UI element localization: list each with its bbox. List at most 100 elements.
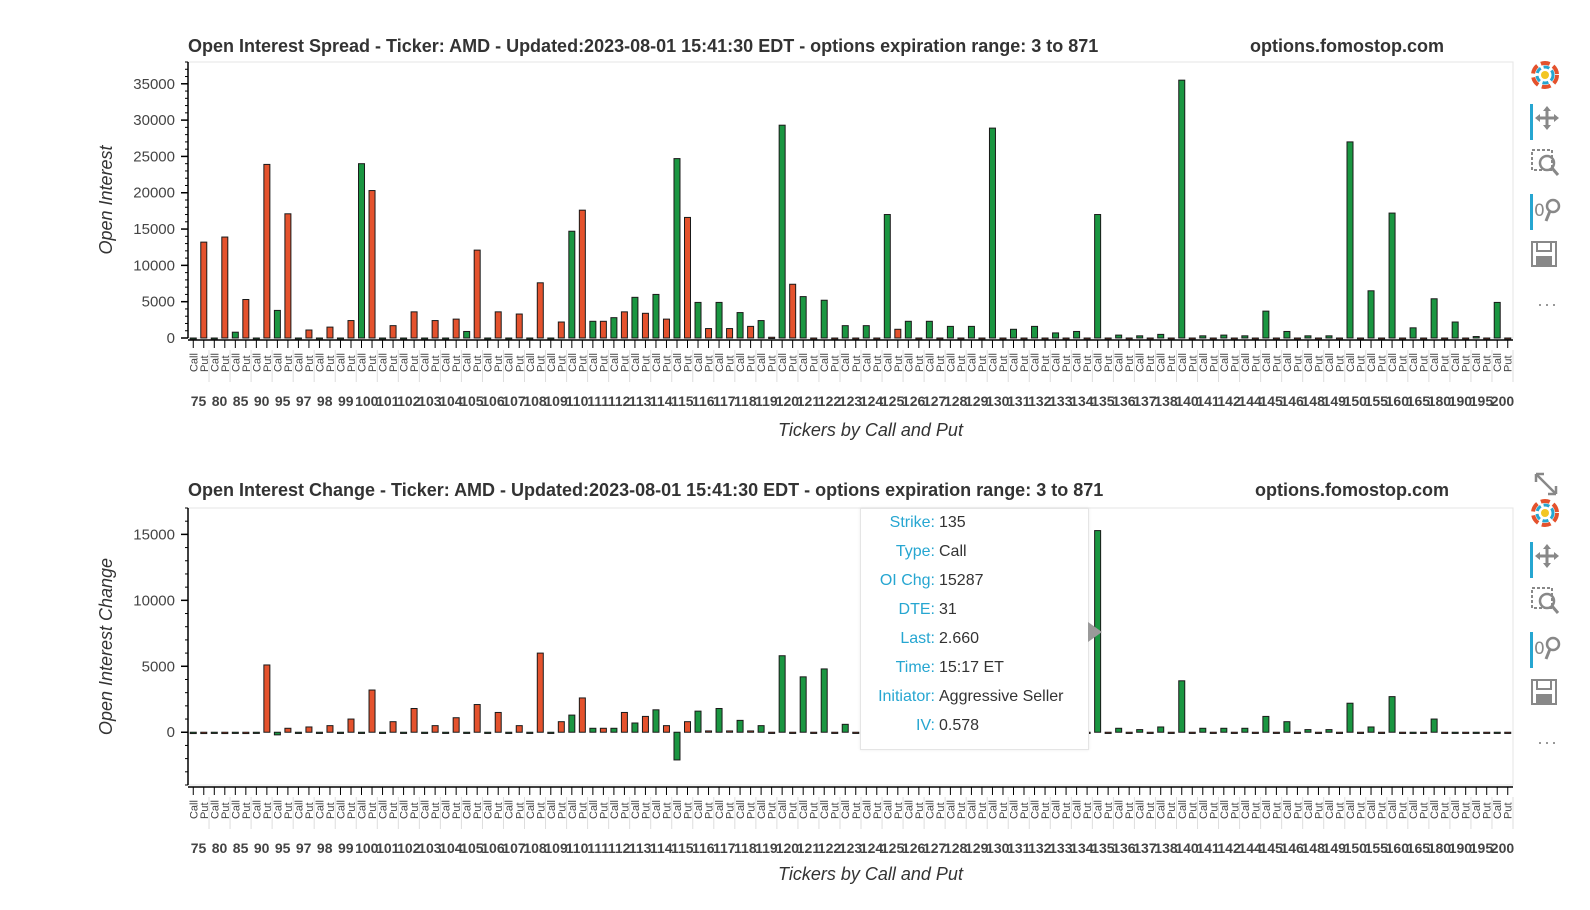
bokeh-logo-icon[interactable]: [1530, 498, 1566, 534]
bar-put: [1125, 731, 1133, 734]
x-sub-label: Put: [220, 802, 232, 819]
x-sub-label: Call: [1008, 353, 1020, 372]
bar-put: [452, 717, 460, 733]
expand-icon[interactable]: [1532, 470, 1560, 498]
x-sub-label: Put: [556, 802, 568, 819]
bar-put: [957, 337, 965, 340]
x-sub-label: Call: [378, 353, 390, 372]
x-sub-label: Call: [251, 800, 263, 819]
tooltip-row-last: Last: 2.660: [861, 627, 1088, 651]
bar-call: [421, 337, 429, 340]
x-sub-label: Put: [1334, 802, 1346, 819]
bar-call: [904, 320, 912, 339]
chart-title: Open Interest Spread - Ticker: AMD - Upd…: [188, 36, 1098, 56]
x-sub-label: Call: [987, 353, 999, 372]
x-category-label: 85: [233, 840, 249, 856]
x-sub-label: Call: [483, 353, 495, 372]
wheel-zoom-icon[interactable]: 0: [1530, 194, 1569, 230]
x-sub-label: Call: [1492, 800, 1504, 819]
tooltip-row-time: Time: 15:17 ET: [861, 656, 1088, 680]
bar-put: [284, 213, 292, 339]
x-category-label: 99: [338, 393, 354, 409]
bar-call: [400, 731, 408, 734]
tooltip-value: 31: [939, 601, 957, 618]
x-category-label: 107: [502, 840, 526, 856]
bar-call: [315, 337, 323, 340]
bar-put: [1104, 731, 1112, 734]
more-tools-icon[interactable]: ...: [1537, 289, 1559, 310]
x-category-label: 110: [566, 393, 589, 409]
bar-put: [1399, 731, 1407, 734]
bar-put: [1504, 731, 1512, 734]
x-category-label: 107: [502, 393, 526, 409]
x-sub-label: Put: [1082, 355, 1094, 372]
x-sub-label: Put: [1377, 802, 1389, 819]
bar-call: [189, 337, 197, 340]
bar-put: [705, 328, 713, 339]
x-sub-label: Call: [357, 800, 369, 819]
bar-put: [726, 730, 734, 733]
bar-put: [1314, 337, 1322, 340]
x-sub-label: Call: [966, 800, 978, 819]
x-sub-label: Call: [546, 800, 558, 819]
x-category-label: 121: [797, 393, 821, 409]
x-category-label: 133: [1049, 393, 1073, 409]
x-sub-label: Call: [420, 800, 432, 819]
pan-tool-icon[interactable]: [1530, 542, 1569, 578]
more-tools-icon[interactable]: ...: [1537, 727, 1559, 748]
x-sub-label: Call: [714, 800, 726, 819]
bar-call: [505, 731, 513, 734]
x-sub-label: Put: [1208, 802, 1220, 819]
x-sub-label: Call: [882, 800, 894, 819]
y-tick-label: 0: [167, 330, 175, 347]
bar-call: [1009, 328, 1017, 339]
x-category-label: 118: [734, 840, 757, 856]
x-sub-label: Put: [1019, 802, 1031, 819]
x-sub-label: Put: [1166, 802, 1178, 819]
bar-put: [1357, 337, 1365, 340]
box-zoom-icon[interactable]: [1530, 148, 1566, 184]
x-sub-label: Put: [914, 802, 926, 819]
bar-call: [1325, 729, 1333, 733]
x-sub-label: Call: [1450, 800, 1462, 819]
tooltip-value: 15:17 ET: [939, 659, 1004, 676]
save-icon[interactable]: [1530, 678, 1566, 714]
x-sub-label: Put: [704, 802, 716, 819]
bar-put: [389, 721, 397, 733]
x-sub-label: Call: [1471, 800, 1483, 819]
bar-put: [1188, 337, 1196, 340]
x-sub-label: Put: [977, 355, 989, 372]
x-sub-label: Call: [1324, 353, 1336, 372]
box-zoom-icon[interactable]: [1530, 586, 1566, 622]
bokeh-logo-icon[interactable]: [1530, 60, 1566, 96]
x-sub-label: Put: [1482, 802, 1494, 819]
save-icon[interactable]: [1530, 240, 1566, 276]
bar-call: [1430, 298, 1438, 339]
bar-call: [883, 214, 891, 339]
x-category-label: 101: [376, 393, 400, 409]
bar-put: [810, 337, 818, 340]
bar-put: [410, 707, 418, 733]
bar-call: [1262, 715, 1270, 733]
x-category-label: 116: [692, 840, 715, 856]
x-sub-label: Call: [230, 800, 242, 819]
bar-put: [557, 321, 565, 339]
x-sub-label: Call: [840, 800, 852, 819]
pan-tool-icon[interactable]: [1530, 104, 1569, 140]
wheel-zoom-icon[interactable]: 0: [1530, 632, 1569, 668]
bar-put: [641, 312, 649, 339]
x-sub-label: Put: [1250, 355, 1262, 372]
x-sub-label: Call: [251, 353, 263, 372]
x-category-label: 145: [1259, 393, 1283, 409]
bar-put: [221, 731, 229, 735]
bar-put: [768, 731, 776, 734]
x-category-label: 98: [317, 840, 333, 856]
x-sub-label: Call: [1471, 353, 1483, 372]
x-category-label: 150: [1344, 840, 1368, 856]
x-category-label: 126: [902, 840, 926, 856]
x-sub-label: Put: [1292, 802, 1304, 819]
x-category-label: 195: [1470, 393, 1494, 409]
bar-call: [1346, 702, 1354, 733]
x-category-label: 114: [650, 393, 673, 409]
x-category-label: 97: [296, 393, 312, 409]
